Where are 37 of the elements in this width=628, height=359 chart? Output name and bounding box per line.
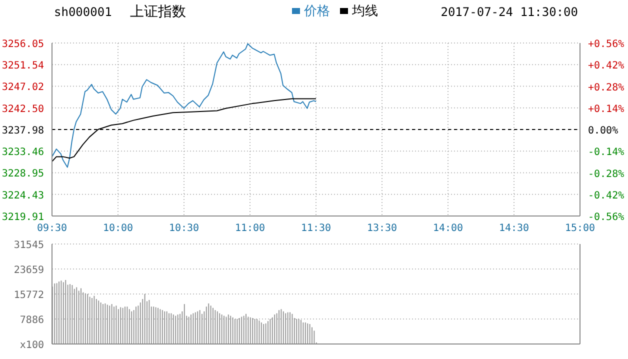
y-tick-label: 3237.98 (2, 126, 44, 136)
x-tick-label: 15:00 (564, 223, 596, 234)
chart-title: 上证指数 (130, 3, 186, 21)
y2-tick-label: -0.28% (588, 168, 624, 180)
y-tick-label: 3242.50 (2, 104, 44, 115)
y2-tick-label: +0.14% (588, 104, 624, 115)
x-tick-label: 11:00 (234, 223, 266, 234)
text: 2017-07-24 11:30:00 (440, 5, 578, 19)
y2-tick-label: -0.42% (588, 190, 624, 202)
x-tick-label: 11:30 (300, 223, 332, 234)
chart-subtitle: sh000001 (54, 5, 112, 19)
y-tick-label: 15772 (14, 290, 44, 301)
y2-tick-label: -0.56% (588, 212, 624, 223)
y2-tick-label: -0.14% (588, 147, 624, 158)
y-tick-label: 3251.54 (2, 60, 44, 72)
y2-tick-label: +0.42% (588, 60, 624, 72)
y-tick-label: 31545 (14, 240, 44, 251)
y-tick-label: 3247.02 (2, 82, 44, 94)
y2-tick-label: 0.00% (588, 126, 618, 136)
x-tick-label: 13:30 (366, 223, 398, 234)
y2-tick-label: +0.56% (588, 39, 624, 50)
x-tick-label: 10:30 (168, 223, 200, 234)
x-tick-label: 09:30 (36, 223, 68, 234)
y-tick-label: 3233.46 (2, 147, 44, 158)
y-tick-label: 3228.95 (2, 168, 44, 180)
y-tick-label: 23659 (14, 265, 44, 276)
x-tick-label: 14:00 (432, 223, 464, 234)
x-tick-label: 10:00 (102, 223, 134, 234)
y-tick-label: x100 (20, 340, 44, 351)
y2-tick-label: +0.28% (588, 82, 624, 94)
y-tick-label: 7886 (20, 315, 44, 326)
y-tick-label: 3219.91 (2, 212, 44, 223)
y-tick-label: 3256.05 (2, 39, 44, 50)
legend-label: 价格 (304, 4, 330, 19)
y-tick-label: 3224.43 (2, 190, 44, 202)
x-tick-label: 14:30 (498, 223, 530, 234)
legend-label: 均线 (352, 4, 378, 19)
